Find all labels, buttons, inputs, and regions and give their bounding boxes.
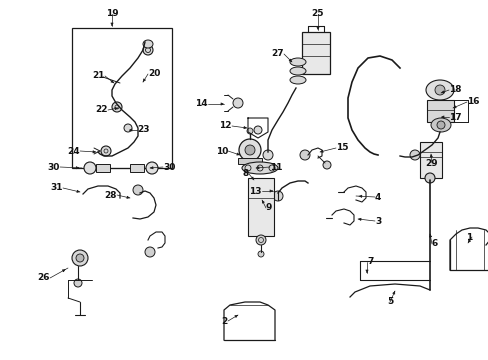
Circle shape bbox=[133, 185, 142, 195]
Circle shape bbox=[434, 85, 444, 95]
Text: 25: 25 bbox=[311, 9, 324, 18]
Bar bbox=[419, 142, 441, 178]
Ellipse shape bbox=[289, 67, 305, 75]
Circle shape bbox=[246, 128, 252, 134]
Text: 7: 7 bbox=[366, 257, 373, 266]
Circle shape bbox=[436, 121, 444, 129]
Text: 28: 28 bbox=[104, 190, 117, 199]
Circle shape bbox=[256, 235, 265, 245]
Circle shape bbox=[239, 139, 261, 161]
Text: 9: 9 bbox=[265, 203, 272, 212]
Text: 22: 22 bbox=[95, 105, 108, 114]
Circle shape bbox=[142, 45, 153, 55]
Bar bbox=[426, 100, 453, 122]
Circle shape bbox=[124, 124, 132, 132]
Circle shape bbox=[74, 279, 82, 287]
Text: 19: 19 bbox=[105, 9, 118, 18]
Text: 23: 23 bbox=[137, 126, 149, 135]
Bar bbox=[72, 28, 172, 168]
Text: 30: 30 bbox=[163, 162, 175, 171]
Text: 21: 21 bbox=[92, 72, 105, 81]
Text: 1: 1 bbox=[465, 233, 471, 242]
Bar bbox=[130, 164, 143, 172]
Circle shape bbox=[272, 191, 283, 201]
Circle shape bbox=[232, 98, 243, 108]
Text: 10: 10 bbox=[215, 147, 227, 156]
Text: 11: 11 bbox=[269, 162, 282, 171]
Bar bbox=[96, 164, 110, 172]
Circle shape bbox=[84, 162, 96, 174]
Circle shape bbox=[101, 146, 111, 156]
Text: 4: 4 bbox=[374, 193, 381, 202]
Circle shape bbox=[145, 247, 155, 257]
Circle shape bbox=[323, 161, 330, 169]
Bar bbox=[247, 178, 273, 236]
Text: 20: 20 bbox=[148, 69, 160, 78]
Text: 24: 24 bbox=[67, 147, 80, 156]
Text: 6: 6 bbox=[431, 239, 437, 248]
Text: 18: 18 bbox=[448, 85, 461, 94]
Text: 12: 12 bbox=[219, 122, 231, 130]
Circle shape bbox=[424, 173, 434, 183]
Text: 13: 13 bbox=[249, 186, 262, 195]
Ellipse shape bbox=[142, 40, 153, 48]
Text: 2: 2 bbox=[221, 316, 227, 325]
Circle shape bbox=[258, 251, 264, 257]
Bar bbox=[238, 158, 262, 164]
Text: 3: 3 bbox=[374, 216, 381, 225]
Circle shape bbox=[299, 150, 309, 160]
Ellipse shape bbox=[289, 58, 305, 66]
Text: 27: 27 bbox=[271, 49, 284, 58]
Circle shape bbox=[72, 250, 88, 266]
Ellipse shape bbox=[242, 162, 278, 174]
Text: 29: 29 bbox=[425, 158, 437, 167]
Text: 30: 30 bbox=[47, 162, 60, 171]
Circle shape bbox=[263, 150, 272, 160]
Circle shape bbox=[409, 150, 419, 160]
Circle shape bbox=[146, 162, 158, 174]
Circle shape bbox=[253, 126, 262, 134]
Ellipse shape bbox=[425, 80, 453, 100]
Text: 8: 8 bbox=[242, 170, 248, 179]
Text: 15: 15 bbox=[335, 144, 348, 153]
Text: 5: 5 bbox=[386, 297, 392, 306]
Circle shape bbox=[244, 145, 254, 155]
Text: 16: 16 bbox=[466, 98, 479, 107]
Text: 14: 14 bbox=[195, 99, 207, 108]
Circle shape bbox=[112, 102, 122, 112]
Ellipse shape bbox=[289, 76, 305, 84]
Text: 17: 17 bbox=[448, 112, 461, 122]
Bar bbox=[302, 32, 329, 74]
Ellipse shape bbox=[430, 118, 450, 132]
Circle shape bbox=[76, 254, 84, 262]
Text: 26: 26 bbox=[38, 274, 50, 283]
Text: 31: 31 bbox=[50, 184, 63, 193]
